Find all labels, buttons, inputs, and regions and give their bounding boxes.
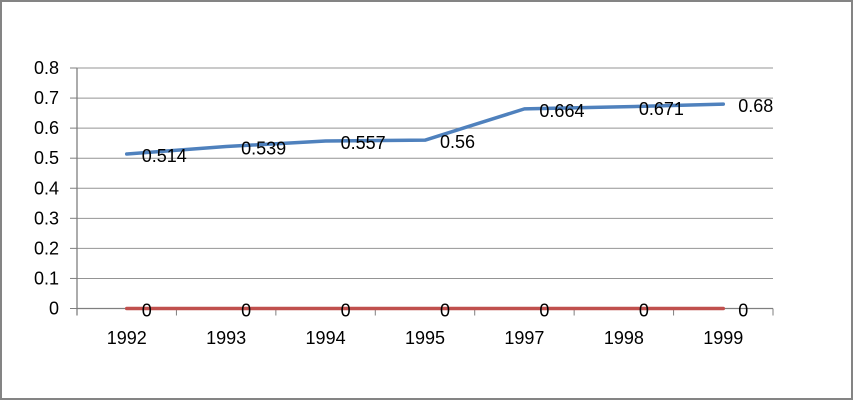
y-axis-tick-label: 0 (49, 299, 59, 319)
data-label: 0 (738, 301, 748, 321)
y-axis-tick-label: 0.5 (34, 148, 59, 168)
gridlines (77, 67, 773, 279)
y-axis-tick-label: 0.2 (34, 238, 59, 258)
y-axis-tick-label: 0.4 (34, 178, 59, 198)
x-axis-tick-label: 1994 (306, 328, 346, 348)
x-axis-tick-label: 1992 (107, 328, 147, 348)
x-axis-labels: 1992 1993 1994 1995 1997 1998 1999 (107, 328, 744, 348)
data-label: 0 (440, 301, 450, 321)
x-axis-tick-label: 1995 (405, 328, 445, 348)
series-lines (124, 102, 726, 311)
y-axis-tick-label: 0.6 (34, 118, 59, 138)
y-axis-tick-label: 0.3 (34, 208, 59, 228)
data-labels: 0.514 0.539 0.557 0.56 0.664 0.671 0.68 0 0 0 0 0 0 0 (142, 96, 774, 320)
y-axis-tick-label: 0.7 (34, 88, 59, 108)
data-label: 0 (341, 301, 351, 321)
data-label: 0.557 (341, 133, 386, 153)
x-axis-tick-label: 1993 (206, 328, 246, 348)
data-label: 0.514 (142, 146, 187, 166)
y-axis-labels: 0 0.1 0.2 0.3 0.4 0.5 0.6 0.7 0.8 (34, 58, 59, 319)
y-axis-tick-label: 0.1 (34, 268, 59, 288)
x-axis-tick-label: 1997 (504, 328, 544, 348)
x-axis-tick-label: 1999 (703, 328, 743, 348)
y-axis-tick-label: 0.8 (34, 58, 59, 78)
data-label: 0.68 (738, 96, 773, 116)
x-axis-tick-label: 1998 (604, 328, 644, 348)
data-label: 0 (241, 301, 251, 321)
data-label: 0.664 (539, 101, 584, 121)
data-label: 0.671 (639, 99, 684, 119)
data-label: 0 (539, 301, 549, 321)
data-label: 0 (639, 301, 649, 321)
data-label: 0 (142, 301, 152, 321)
series-line-1 (124, 102, 726, 156)
data-label: 0.539 (241, 138, 286, 158)
data-label: 0.56 (440, 132, 475, 152)
